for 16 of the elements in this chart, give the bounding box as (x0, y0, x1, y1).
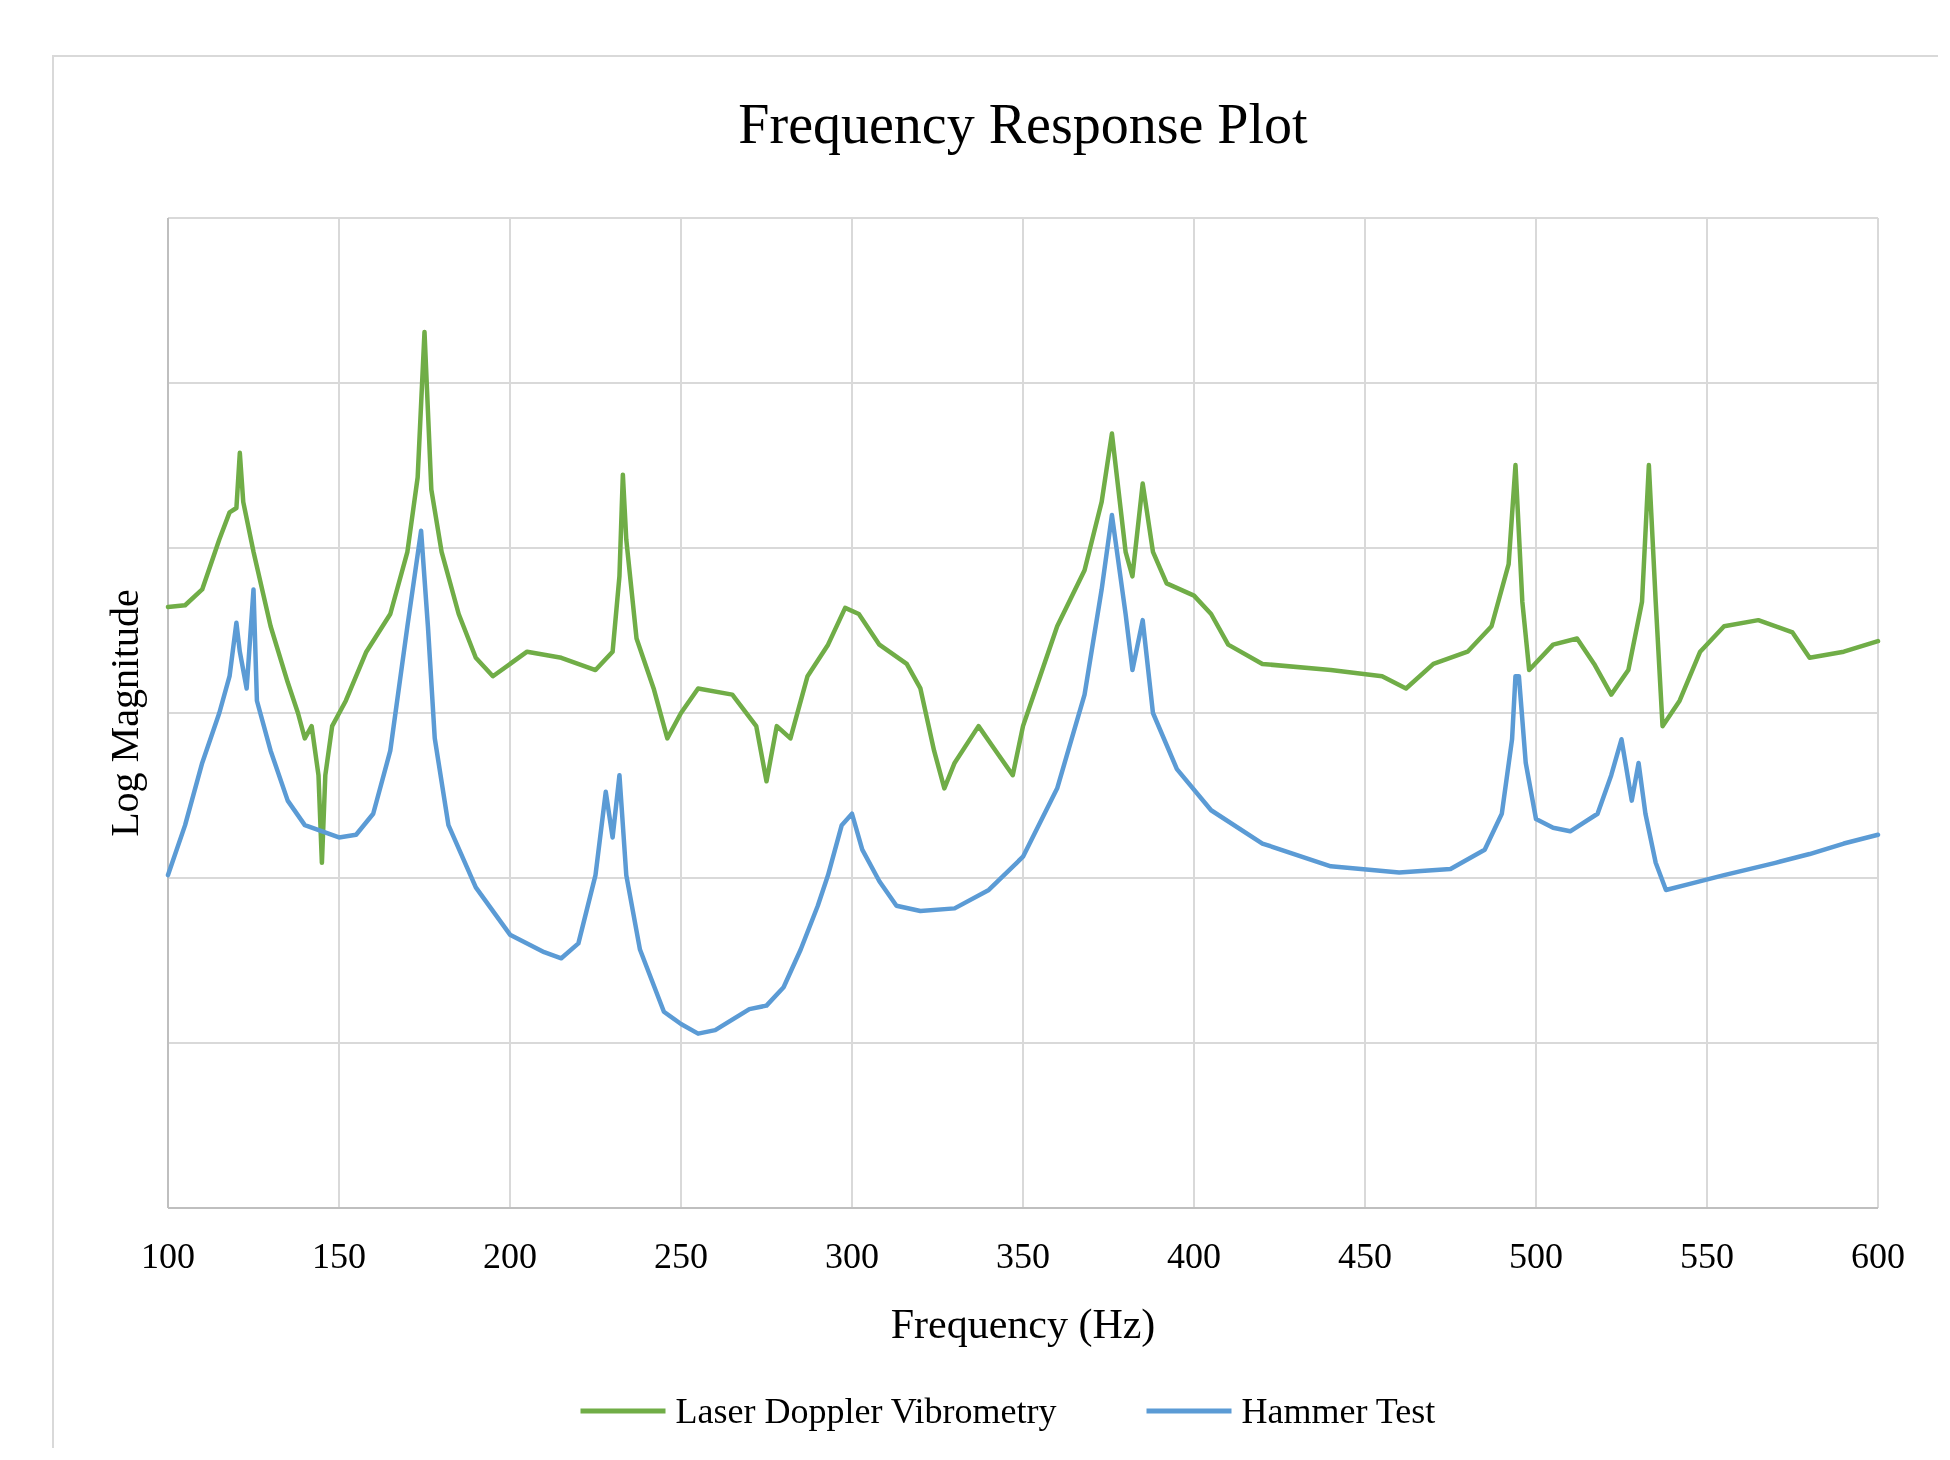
x-tick-label: 150 (312, 1236, 366, 1276)
x-tick-label: 550 (1680, 1236, 1734, 1276)
x-tick-label: 600 (1851, 1236, 1905, 1276)
x-tick-label: 300 (825, 1236, 879, 1276)
x-tick-label: 450 (1338, 1236, 1392, 1276)
y-axis-title: Log Magnitude (102, 589, 147, 837)
x-tick-label: 400 (1167, 1236, 1221, 1276)
x-tick-label: 200 (483, 1236, 537, 1276)
chart-title: Frequency Response Plot (738, 93, 1309, 155)
x-tick-label: 500 (1509, 1236, 1563, 1276)
x-axis-title: Frequency (Hz) (890, 1301, 1156, 1348)
legend-label: Laser Doppler Vibrometry (675, 1391, 1057, 1431)
x-tick-label: 100 (141, 1236, 195, 1276)
x-tick-label: 250 (654, 1236, 708, 1276)
legend-label: Hammer Test (1241, 1391, 1436, 1431)
x-tick-label: 350 (996, 1236, 1050, 1276)
